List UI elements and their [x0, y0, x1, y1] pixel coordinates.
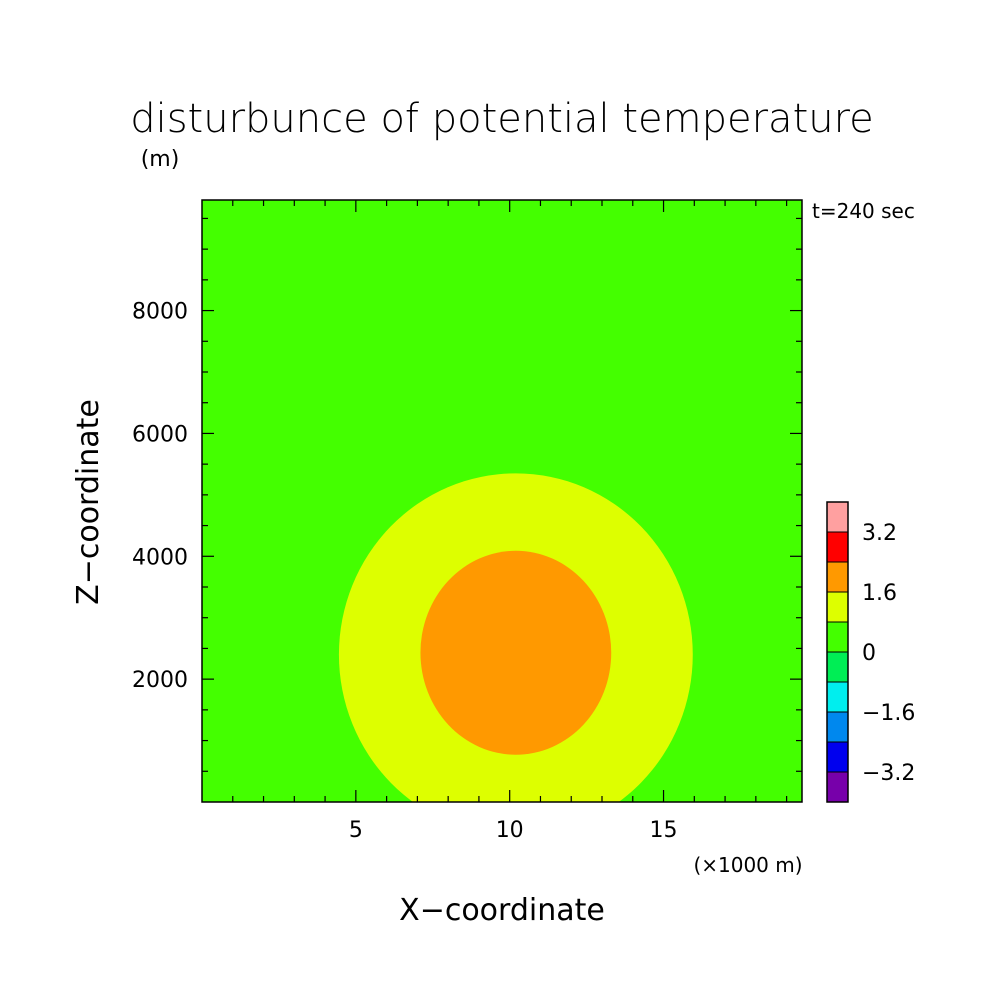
- y-tick-label: 4000: [132, 545, 188, 570]
- colorbar-tick-label: −1.6: [862, 701, 915, 726]
- colorbar-frame: [826, 501, 849, 803]
- colorbar-tick-label: 0: [862, 641, 876, 666]
- colorbar-tick-label: −3.2: [862, 761, 915, 786]
- x-unit-label: (×1000 m): [693, 853, 802, 877]
- z-unit-label: (m): [141, 147, 180, 172]
- colorbar-swatch: [826, 651, 849, 683]
- colorbar-tick-label: 1.6: [862, 581, 897, 606]
- colorbar-labels: −3.2 −1.6 0 1.6 3.2: [862, 521, 915, 786]
- y-tick-labels: 2000 4000 6000 8000: [132, 300, 188, 694]
- colorbar-swatch: [826, 531, 849, 563]
- plot-frame: [201, 199, 803, 803]
- contour-region-2: [420, 550, 612, 755]
- chart-title: disturbunce of potential temperature: [130, 96, 874, 142]
- x-tick-label: 5: [349, 818, 363, 843]
- axis-ticks: [202, 200, 802, 802]
- colorbar-swatch: [826, 591, 849, 623]
- colorbar-swatch: [826, 711, 849, 743]
- x-axis-label: X−coordinate: [399, 893, 605, 928]
- colorbar-swatch: [826, 741, 849, 773]
- colorbar-swatch: [826, 501, 849, 533]
- x-tick-label: 15: [650, 818, 678, 843]
- colorbar-swatch: [826, 771, 849, 803]
- plot-area: [201, 199, 803, 803]
- x-tick-labels: 5 10 15: [349, 818, 678, 843]
- y-tick-label: 2000: [132, 668, 188, 693]
- colorbar-tick-label: 3.2: [862, 521, 897, 546]
- y-tick-label: 8000: [132, 300, 188, 325]
- colorbar-swatch: [826, 561, 849, 593]
- colorbar-swatch: [826, 621, 849, 653]
- x-tick-label: 10: [496, 818, 524, 843]
- y-tick-label: 6000: [132, 422, 188, 447]
- contour-layer: [338, 473, 693, 802]
- colorbar: [826, 501, 849, 803]
- colorbar-swatch: [826, 681, 849, 713]
- y-axis-label: Z−coordinate: [71, 399, 106, 605]
- time-label: t=240 sec: [812, 199, 915, 223]
